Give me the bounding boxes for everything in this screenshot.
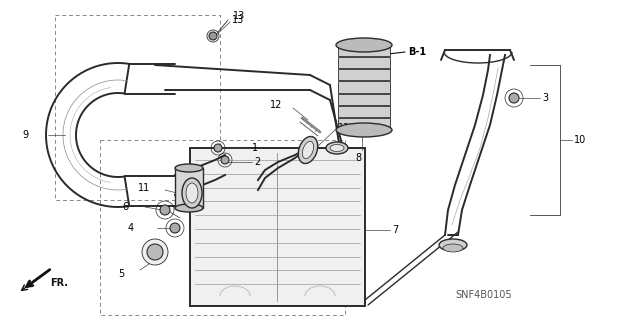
- Ellipse shape: [175, 204, 203, 212]
- Text: 12: 12: [270, 100, 282, 110]
- Circle shape: [221, 156, 229, 164]
- Text: 13: 13: [233, 11, 245, 21]
- Text: B-1: B-1: [408, 47, 426, 57]
- Circle shape: [209, 32, 217, 40]
- Text: 11: 11: [338, 123, 350, 133]
- Ellipse shape: [302, 141, 314, 159]
- Text: 4: 4: [128, 223, 134, 233]
- Text: 10: 10: [574, 135, 586, 145]
- Bar: [175, 168, 203, 208]
- Text: 6: 6: [122, 202, 128, 212]
- Circle shape: [142, 239, 168, 265]
- Ellipse shape: [336, 123, 392, 137]
- Ellipse shape: [330, 145, 344, 152]
- Circle shape: [509, 93, 519, 103]
- Bar: [100, 140, 345, 315]
- Bar: [338, 45, 390, 56]
- Text: 2: 2: [254, 157, 260, 167]
- Text: 5: 5: [118, 269, 124, 279]
- Circle shape: [147, 244, 163, 260]
- Bar: [338, 69, 390, 80]
- Bar: [338, 93, 390, 105]
- Bar: [55, 15, 220, 200]
- Bar: [338, 118, 390, 129]
- Ellipse shape: [186, 183, 198, 203]
- Text: 3: 3: [542, 93, 548, 103]
- Circle shape: [214, 144, 222, 152]
- Ellipse shape: [439, 239, 467, 251]
- Bar: [338, 57, 390, 68]
- Circle shape: [160, 205, 170, 215]
- Ellipse shape: [336, 38, 392, 52]
- Text: 13: 13: [232, 15, 244, 25]
- Text: 9: 9: [22, 130, 28, 140]
- Text: 1: 1: [252, 143, 258, 153]
- Ellipse shape: [175, 164, 203, 172]
- Bar: [338, 106, 390, 117]
- Ellipse shape: [182, 178, 202, 208]
- Bar: [338, 81, 390, 93]
- Text: SNF4B0105: SNF4B0105: [455, 290, 511, 300]
- Ellipse shape: [443, 244, 463, 252]
- Circle shape: [170, 223, 180, 233]
- Text: 7: 7: [392, 225, 398, 235]
- Text: FR.: FR.: [50, 278, 68, 288]
- Bar: [190, 148, 365, 306]
- Ellipse shape: [298, 137, 317, 164]
- Text: 8: 8: [355, 153, 361, 163]
- Text: 11: 11: [138, 183, 150, 193]
- Ellipse shape: [326, 142, 348, 154]
